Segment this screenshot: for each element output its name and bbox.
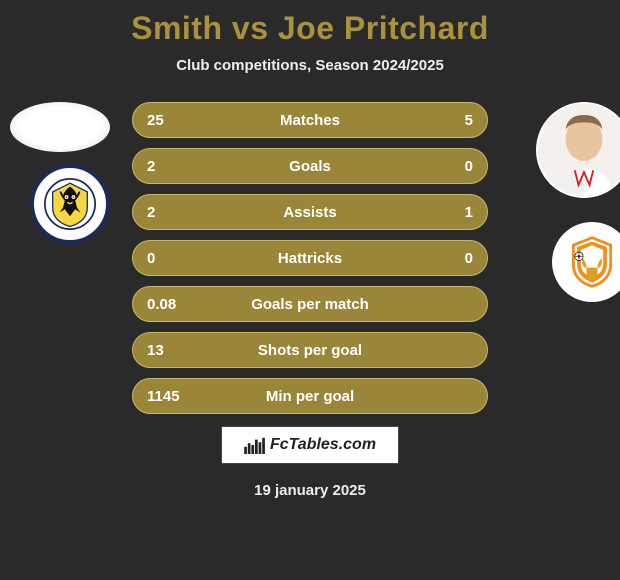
page-subtitle: Club competitions, Season 2024/2025 <box>0 57 620 74</box>
player-right-avatar <box>536 102 620 198</box>
stat-row-matches: 25 Matches 5 <box>132 102 488 138</box>
stat-label: Matches <box>209 112 411 129</box>
stat-left-value: 0.08 <box>133 296 209 313</box>
stat-right-value: 0 <box>411 158 487 175</box>
club-left-badge <box>30 164 110 244</box>
stat-row-goals: 2 Goals 0 <box>132 148 488 184</box>
stat-label: Shots per goal <box>209 342 411 359</box>
stat-row-goals-per-match: 0.08 Goals per match <box>132 286 488 322</box>
club-right-badge <box>552 222 620 302</box>
brand-text: FcTables.com <box>270 436 376 454</box>
stat-row-hattricks: 0 Hattricks 0 <box>132 240 488 276</box>
stat-right-value: 0 <box>411 250 487 267</box>
stat-left-value: 25 <box>133 112 209 129</box>
stat-row-assists: 2 Assists 1 <box>132 194 488 230</box>
stat-right-value: 1 <box>411 204 487 221</box>
stat-left-value: 2 <box>133 158 209 175</box>
stat-left-value: 0 <box>133 250 209 267</box>
stat-rows: 25 Matches 5 2 Goals 0 2 Assists 1 0 Hat… <box>132 102 488 414</box>
page-title: Smith vs Joe Pritchard <box>0 0 620 47</box>
stat-left-value: 1145 <box>133 388 209 405</box>
player-photo-icon <box>538 104 620 196</box>
stat-label: Goals per match <box>209 296 411 313</box>
stat-right-value: 5 <box>411 112 487 129</box>
wimbledon-icon <box>44 178 96 230</box>
stat-left-value: 13 <box>133 342 209 359</box>
date-text: 19 january 2025 <box>0 482 620 499</box>
stat-left-value: 2 <box>133 204 209 221</box>
stat-label: Assists <box>209 204 411 221</box>
bars-icon <box>244 436 266 454</box>
mk-dons-icon <box>564 234 620 290</box>
stat-row-shots-per-goal: 13 Shots per goal <box>132 332 488 368</box>
brand-box: FcTables.com <box>221 426 399 464</box>
player-left-avatar <box>10 102 110 152</box>
comparison-area: 25 Matches 5 2 Goals 0 2 Assists 1 0 Hat… <box>0 102 620 499</box>
stat-label: Hattricks <box>209 250 411 267</box>
stat-label: Goals <box>209 158 411 175</box>
stat-row-min-per-goal: 1145 Min per goal <box>132 378 488 414</box>
stat-label: Min per goal <box>209 388 411 405</box>
